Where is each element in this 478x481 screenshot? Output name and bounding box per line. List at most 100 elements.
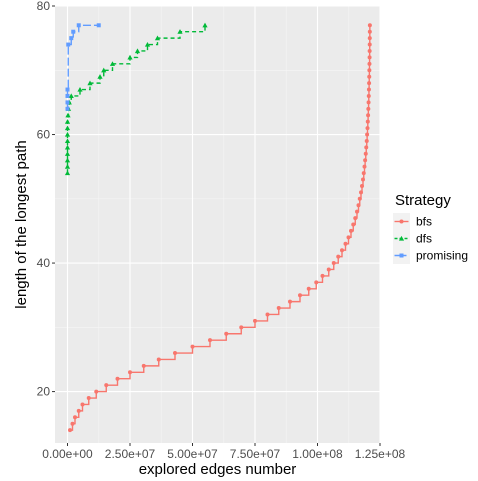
- data-point-dfs: [64, 144, 71, 150]
- data-point-dfs: [77, 86, 83, 92]
- data-point-bfs: [239, 325, 244, 330]
- legend-label-dfs: dfs: [416, 232, 432, 246]
- series-layer: [64, 22, 372, 433]
- data-point-bfs: [367, 48, 372, 53]
- data-point-bfs: [356, 203, 361, 208]
- data-point-bfs: [265, 312, 270, 317]
- data-point-dfs: [64, 164, 71, 169]
- data-point-bfs: [306, 286, 311, 291]
- legend-marker-promising: [399, 253, 404, 258]
- data-point-bfs: [355, 209, 359, 214]
- legend-label-bfs: bfs: [416, 215, 432, 229]
- y-tick-label: 40: [37, 256, 51, 270]
- legend-label-promising: promising: [416, 249, 468, 263]
- data-point-bfs: [173, 351, 177, 356]
- series-promising: [65, 23, 101, 111]
- data-point-dfs: [134, 48, 141, 54]
- data-point-dfs: [64, 131, 71, 137]
- data-point-bfs: [190, 344, 195, 349]
- x-axis-title: explored edges number: [139, 461, 297, 478]
- data-point-bfs: [343, 241, 348, 246]
- grid-minor: [55, 6, 380, 443]
- data-point-bfs: [367, 29, 372, 34]
- data-point-promising: [65, 87, 70, 92]
- data-point-bfs: [367, 68, 372, 73]
- data-point-bfs: [362, 164, 367, 169]
- data-point-bfs: [364, 145, 369, 150]
- data-point-bfs: [314, 280, 319, 285]
- data-point-bfs: [208, 338, 212, 343]
- data-point-bfs: [76, 408, 81, 413]
- data-point-bfs: [363, 158, 368, 163]
- data-point-bfs: [363, 151, 368, 156]
- data-point-bfs: [367, 81, 372, 86]
- legend-marker-dfs: [398, 235, 405, 241]
- data-point-promising: [65, 100, 70, 105]
- data-point-bfs: [346, 235, 351, 240]
- x-tick-label: 2.50e+07: [105, 447, 156, 461]
- data-point-dfs: [109, 61, 116, 66]
- legend-marker-bfs: [399, 219, 404, 224]
- data-point-bfs: [361, 171, 366, 176]
- data-point-bfs: [68, 428, 72, 433]
- data-point-bfs: [366, 106, 371, 111]
- data-point-bfs: [224, 331, 229, 336]
- data-point-dfs: [127, 54, 133, 60]
- data-point-bfs: [73, 415, 77, 420]
- data-point-bfs: [104, 383, 109, 388]
- data-point-bfs: [156, 357, 161, 362]
- data-point-bfs: [115, 376, 120, 381]
- y-tick-label: 60: [37, 128, 51, 142]
- data-point-dfs: [65, 112, 71, 118]
- x-tick-label: 0.00e+00: [42, 447, 93, 461]
- data-point-bfs: [331, 261, 336, 266]
- y-tick-label: 20: [37, 385, 51, 399]
- data-point-dfs: [144, 41, 151, 47]
- data-point-dfs: [87, 80, 93, 86]
- data-point-bfs: [367, 74, 372, 79]
- data-point-promising: [65, 93, 70, 98]
- data-point-bfs: [351, 222, 356, 227]
- x-tick-label: 1.00e+08: [292, 447, 343, 461]
- data-point-bfs: [366, 87, 371, 92]
- data-point-dfs: [64, 138, 71, 144]
- data-point-bfs: [253, 318, 257, 323]
- data-point-dfs: [68, 93, 74, 99]
- axes-layer: 0.00e+00 2.50e+07 5.00e+07 7.50e+07 1.00e+08…: [37, 0, 406, 461]
- data-point-dfs: [64, 157, 71, 163]
- data-point-promising: [71, 29, 76, 34]
- plot-panel: [55, 6, 380, 443]
- data-point-bfs: [366, 100, 371, 105]
- data-point-promising: [65, 106, 70, 111]
- data-point-bfs: [86, 396, 91, 401]
- data-point-bfs: [288, 299, 292, 304]
- series-line-dfs: [66, 25, 206, 174]
- series-bfs: [68, 23, 372, 433]
- data-point-bfs: [326, 267, 331, 272]
- data-point-dfs: [64, 170, 71, 176]
- data-point-dfs: [177, 29, 183, 34]
- data-point-bfs: [366, 113, 371, 118]
- grid-major: [55, 5, 381, 443]
- legend-title: Strategy: [395, 192, 451, 209]
- data-point-bfs: [94, 389, 99, 394]
- data-point-bfs: [367, 36, 372, 41]
- x-tick-label: 7.50e+07: [230, 447, 281, 461]
- data-point-bfs: [298, 293, 302, 298]
- x-tick-label: 1.25e+08: [355, 447, 406, 461]
- data-point-bfs: [365, 126, 370, 131]
- data-point-bfs: [367, 42, 372, 47]
- data-point-dfs: [64, 119, 71, 124]
- data-point-bfs: [357, 196, 362, 201]
- data-point-bfs: [128, 370, 132, 375]
- data-point-promising: [66, 42, 71, 47]
- data-point-dfs: [64, 151, 71, 156]
- data-point-bfs: [359, 190, 363, 195]
- data-point-bfs: [367, 23, 372, 28]
- data-point-bfs: [353, 216, 358, 221]
- data-point-bfs: [366, 93, 371, 98]
- data-point-bfs: [367, 61, 372, 66]
- data-point-promising: [96, 23, 101, 28]
- data-point-dfs: [64, 125, 71, 131]
